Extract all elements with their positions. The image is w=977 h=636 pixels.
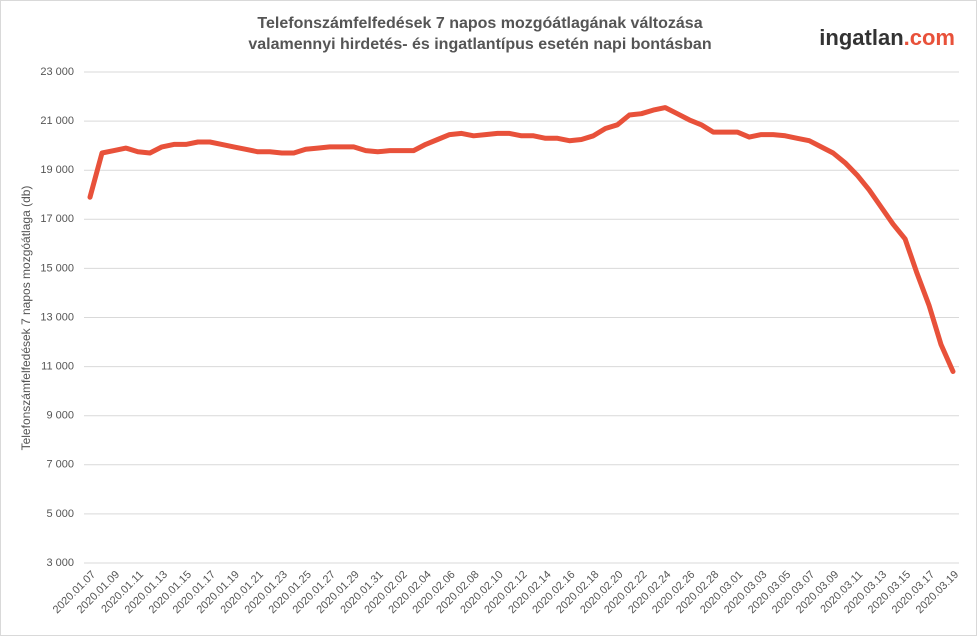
y-tick-label: 7 000: [46, 459, 74, 471]
data-line: [87, 105, 956, 374]
y-tick-label: 11 000: [41, 361, 74, 373]
y-tick-label: 9 000: [46, 410, 74, 422]
y-tick-label: 13 000: [40, 311, 74, 323]
chart-title: Telefonszámfelfedések 7 napos mozgóátlag…: [257, 15, 702, 32]
logo: ingatlan.com: [819, 25, 955, 50]
y-tick-label: 21 000: [40, 115, 74, 127]
y-tick-label: 23 000: [40, 66, 74, 78]
y-tick-label: 5 000: [46, 508, 74, 520]
chart-subtitle: valamennyi hirdetés- és ingatlantípus es…: [248, 36, 711, 53]
y-tick-label: 3 000: [46, 557, 74, 569]
y-tick-label: 15 000: [40, 262, 74, 274]
y-tick-label: 19 000: [40, 164, 74, 176]
logo-domain: .com: [904, 25, 955, 50]
y-axis-label: Telefonszámfelfedések 7 napos mozgóátlag…: [19, 186, 33, 451]
y-tick-label: 17 000: [40, 213, 74, 225]
logo-main: ingatlan: [819, 25, 903, 50]
